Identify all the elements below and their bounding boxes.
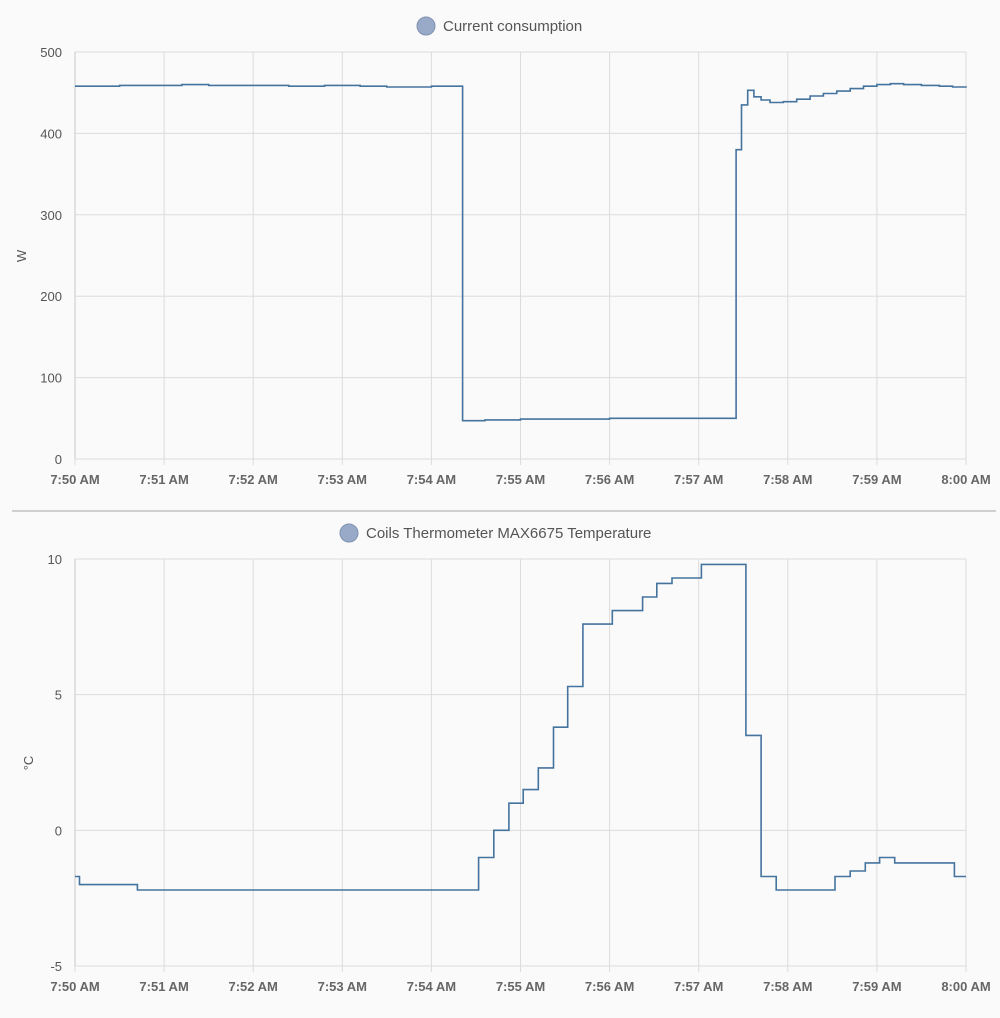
- chart-legend[interactable]: Coils Thermometer MAX6675 Temperature: [339, 523, 651, 543]
- x-tick-label: 7:59 AM: [852, 979, 901, 994]
- y-tick-label: 200: [40, 289, 62, 304]
- y-tick-label: 300: [40, 208, 62, 223]
- x-tick-label: 7:54 AM: [407, 472, 456, 487]
- x-tick-label: 7:50 AM: [50, 979, 99, 994]
- x-tick-label: 7:58 AM: [763, 979, 812, 994]
- x-tick-label: 7:56 AM: [585, 979, 634, 994]
- chart-grid: [74, 51, 967, 465]
- x-tick-label: 7:52 AM: [229, 472, 278, 487]
- x-tick-label: 7:56 AM: [585, 472, 634, 487]
- x-tick-labels: 7:50 AM 7:51 AM 7:52 AM 7:53 AM 7:54 AM 7:55 …: [50, 979, 990, 994]
- y-tick-label: 0: [55, 823, 62, 838]
- x-tick-label: 7:51 AM: [139, 472, 188, 487]
- legend-label[interactable]: Current consumption: [443, 18, 582, 35]
- x-tick-label: 7:53 AM: [318, 472, 367, 487]
- chart-legend[interactable]: Current consumption: [416, 16, 582, 36]
- y-tick-label: 10: [48, 552, 62, 567]
- y-tick-label: 5: [55, 688, 62, 703]
- y-tick-label: 100: [40, 371, 62, 386]
- x-tick-label: 7:54 AM: [407, 979, 456, 994]
- legend-dot-icon[interactable]: [339, 523, 359, 543]
- chart-grid: [74, 558, 967, 972]
- x-tick-label: 7:57 AM: [674, 472, 723, 487]
- y-axis-label: W: [14, 249, 29, 262]
- y-tick-label: 400: [40, 126, 62, 141]
- x-tick-label: 7:57 AM: [674, 979, 723, 994]
- x-tick-label: 7:58 AM: [763, 472, 812, 487]
- current-consumption-chart: Current consumption W 0 100 200 300 400 500 7…: [14, 16, 991, 487]
- y-tick-labels: 0 100 200 300 400 500: [40, 45, 62, 467]
- coils-temperature-chart: Coils Thermometer MAX6675 Temperature °C…: [21, 523, 991, 994]
- legend-dot-icon[interactable]: [416, 16, 436, 36]
- y-tick-label: 0: [55, 452, 62, 467]
- y-tick-labels: -5 0 5 10: [48, 552, 62, 974]
- series-line-coils-temperature: [75, 563, 966, 891]
- x-tick-label: 7:55 AM: [496, 472, 545, 487]
- x-tick-label: 7:59 AM: [852, 472, 901, 487]
- y-tick-label: 500: [40, 45, 62, 60]
- x-tick-labels: 7:50 AM 7:51 AM 7:52 AM 7:53 AM 7:54 AM 7:55 …: [50, 472, 990, 487]
- series-line-current-consumption: [75, 82, 967, 422]
- x-tick-label: 8:00 AM: [941, 472, 990, 487]
- x-tick-label: 7:52 AM: [229, 979, 278, 994]
- y-axis-label: °C: [21, 756, 36, 771]
- y-tick-label: -5: [50, 959, 62, 974]
- legend-label[interactable]: Coils Thermometer MAX6675 Temperature: [366, 525, 651, 542]
- x-tick-label: 7:51 AM: [139, 979, 188, 994]
- x-tick-label: 7:50 AM: [50, 472, 99, 487]
- x-tick-label: 8:00 AM: [941, 979, 990, 994]
- x-tick-label: 7:55 AM: [496, 979, 545, 994]
- x-tick-label: 7:53 AM: [318, 979, 367, 994]
